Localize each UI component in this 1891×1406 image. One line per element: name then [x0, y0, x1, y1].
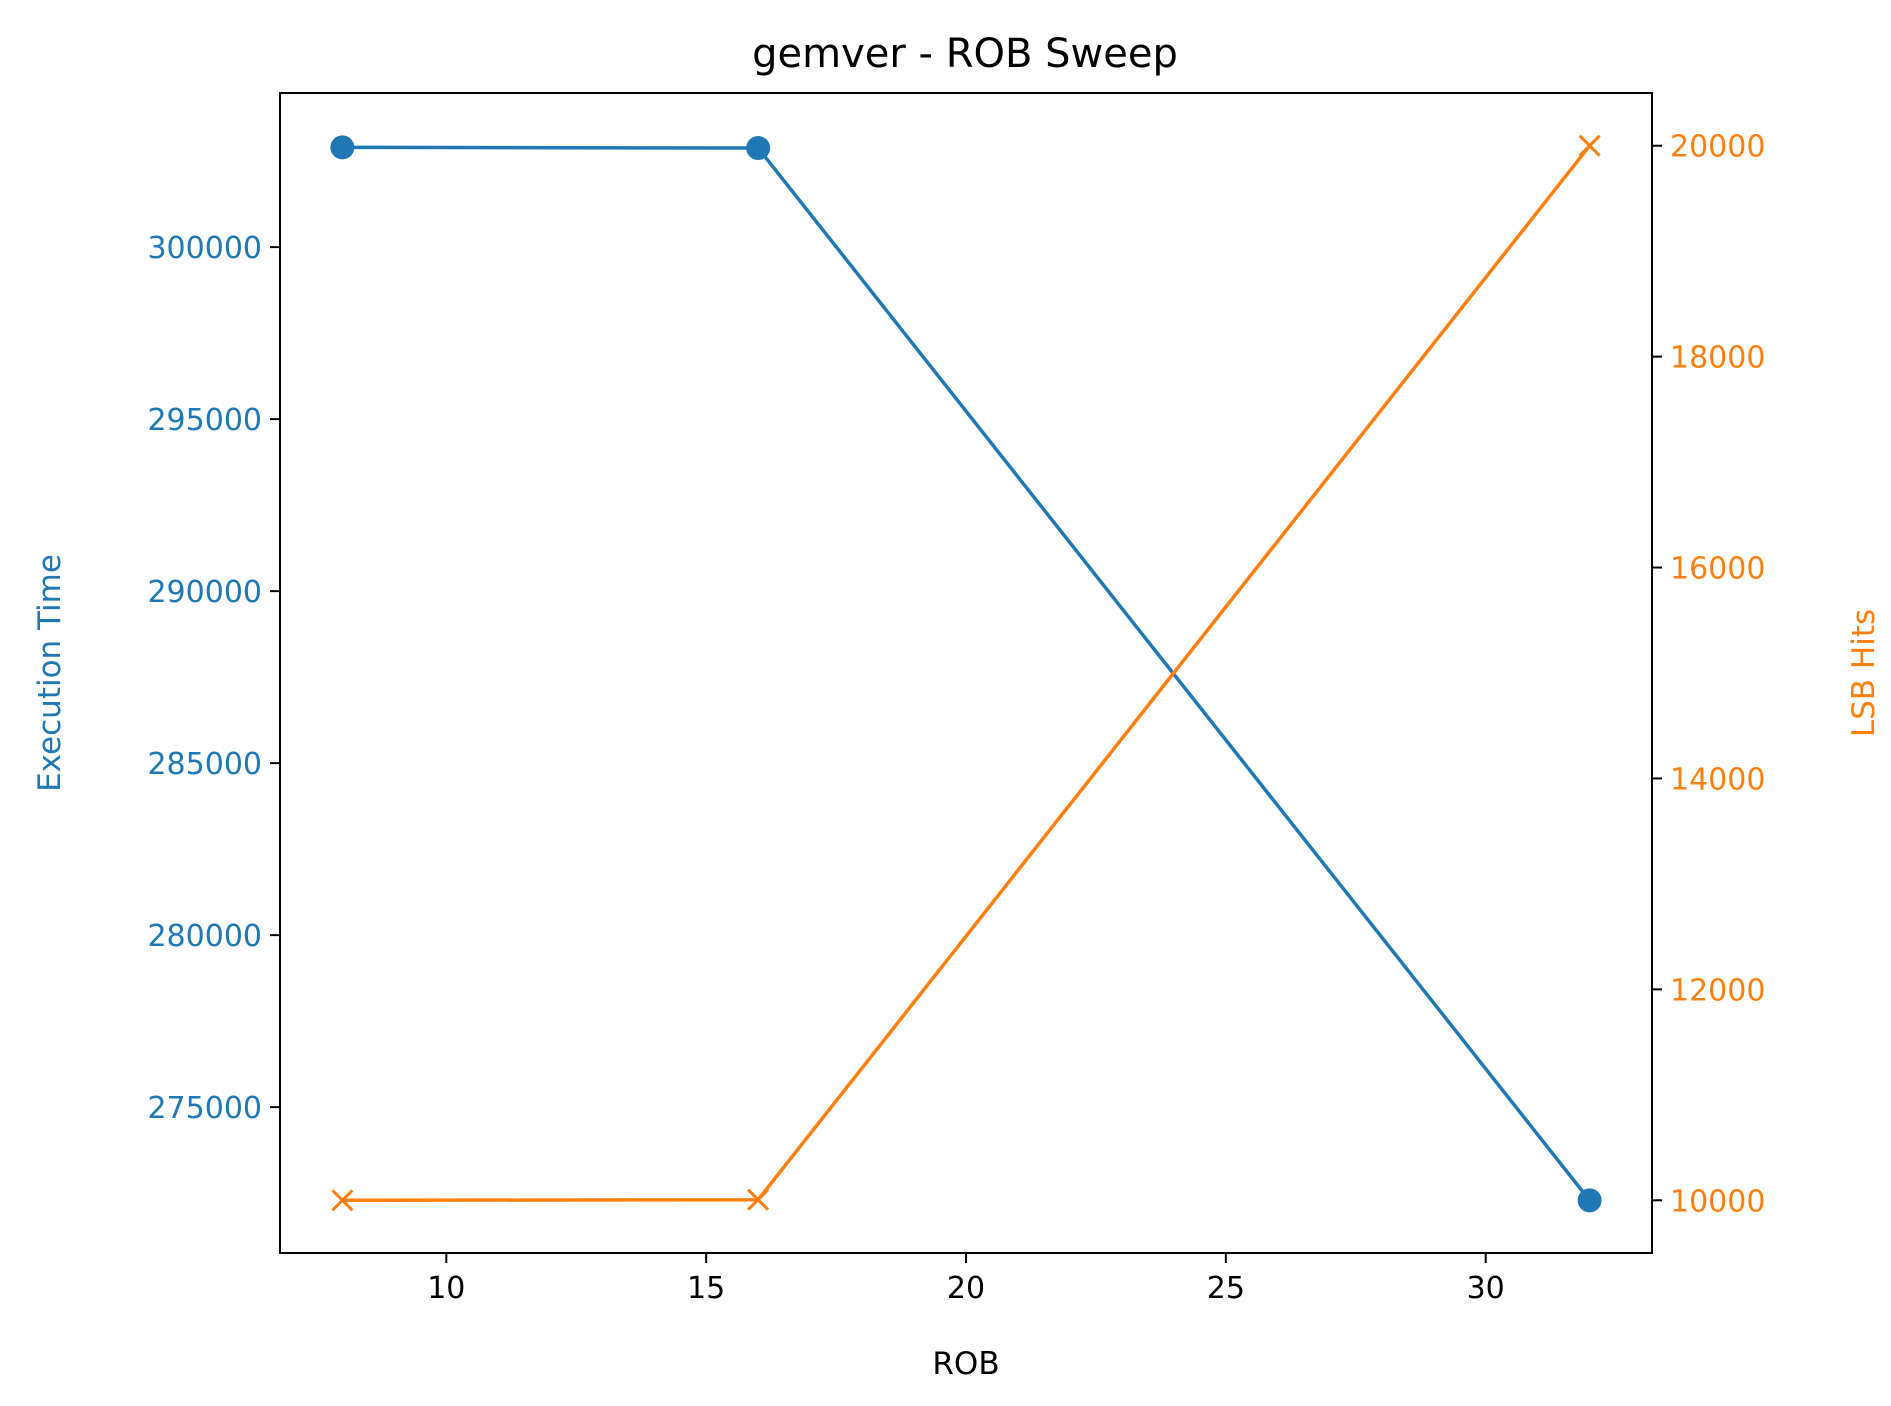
series-1-line — [342, 145, 1592, 1202]
x-axis-ticks: 10 15 20 25 30 — [427, 1253, 1505, 1306]
x-tick-label: 20 — [947, 1271, 985, 1306]
left-tick-label: 295000 — [147, 403, 262, 438]
series-layer — [330, 134, 1602, 1213]
right-tick-label: 14000 — [1670, 762, 1765, 797]
left-tick-label: 290000 — [147, 575, 262, 610]
series-2-point — [1578, 134, 1601, 157]
x-tick-label: 10 — [427, 1271, 465, 1306]
x-axis-label: ROB — [932, 1346, 999, 1382]
series-2-point — [747, 1188, 770, 1211]
series-2-line — [342, 144, 1592, 1203]
left-tick-label: 285000 — [147, 747, 262, 782]
left-axis-ticks: 275000 280000 285000 290000 295000 300000 — [147, 231, 280, 1126]
x-tick-label: 30 — [1467, 1271, 1505, 1306]
left-axis-label: Execution Time — [32, 554, 68, 792]
right-axis-ticks: 10000 12000 14000 16000 18000 20000 — [1652, 130, 1765, 1219]
left-tick-label: 300000 — [147, 231, 262, 266]
series-1-point — [1577, 1188, 1602, 1213]
chart-title: gemver - ROB Sweep — [752, 31, 1178, 77]
series-1-point — [330, 135, 355, 160]
right-axis-label: LSB Hits — [1846, 609, 1882, 737]
x-tick-label: 25 — [1207, 1271, 1245, 1306]
right-tick-label: 16000 — [1670, 552, 1765, 587]
left-tick-label: 280000 — [147, 919, 262, 954]
right-tick-label: 20000 — [1670, 130, 1765, 165]
right-tick-label: 18000 — [1670, 341, 1765, 376]
plot-frame — [279, 92, 1653, 1254]
series-1-point — [746, 136, 771, 161]
right-tick-label: 12000 — [1670, 973, 1765, 1008]
series-2-point — [331, 1189, 354, 1212]
x-tick-label: 15 — [687, 1271, 725, 1306]
right-tick-label: 10000 — [1670, 1184, 1765, 1219]
left-tick-label: 275000 — [147, 1091, 262, 1126]
